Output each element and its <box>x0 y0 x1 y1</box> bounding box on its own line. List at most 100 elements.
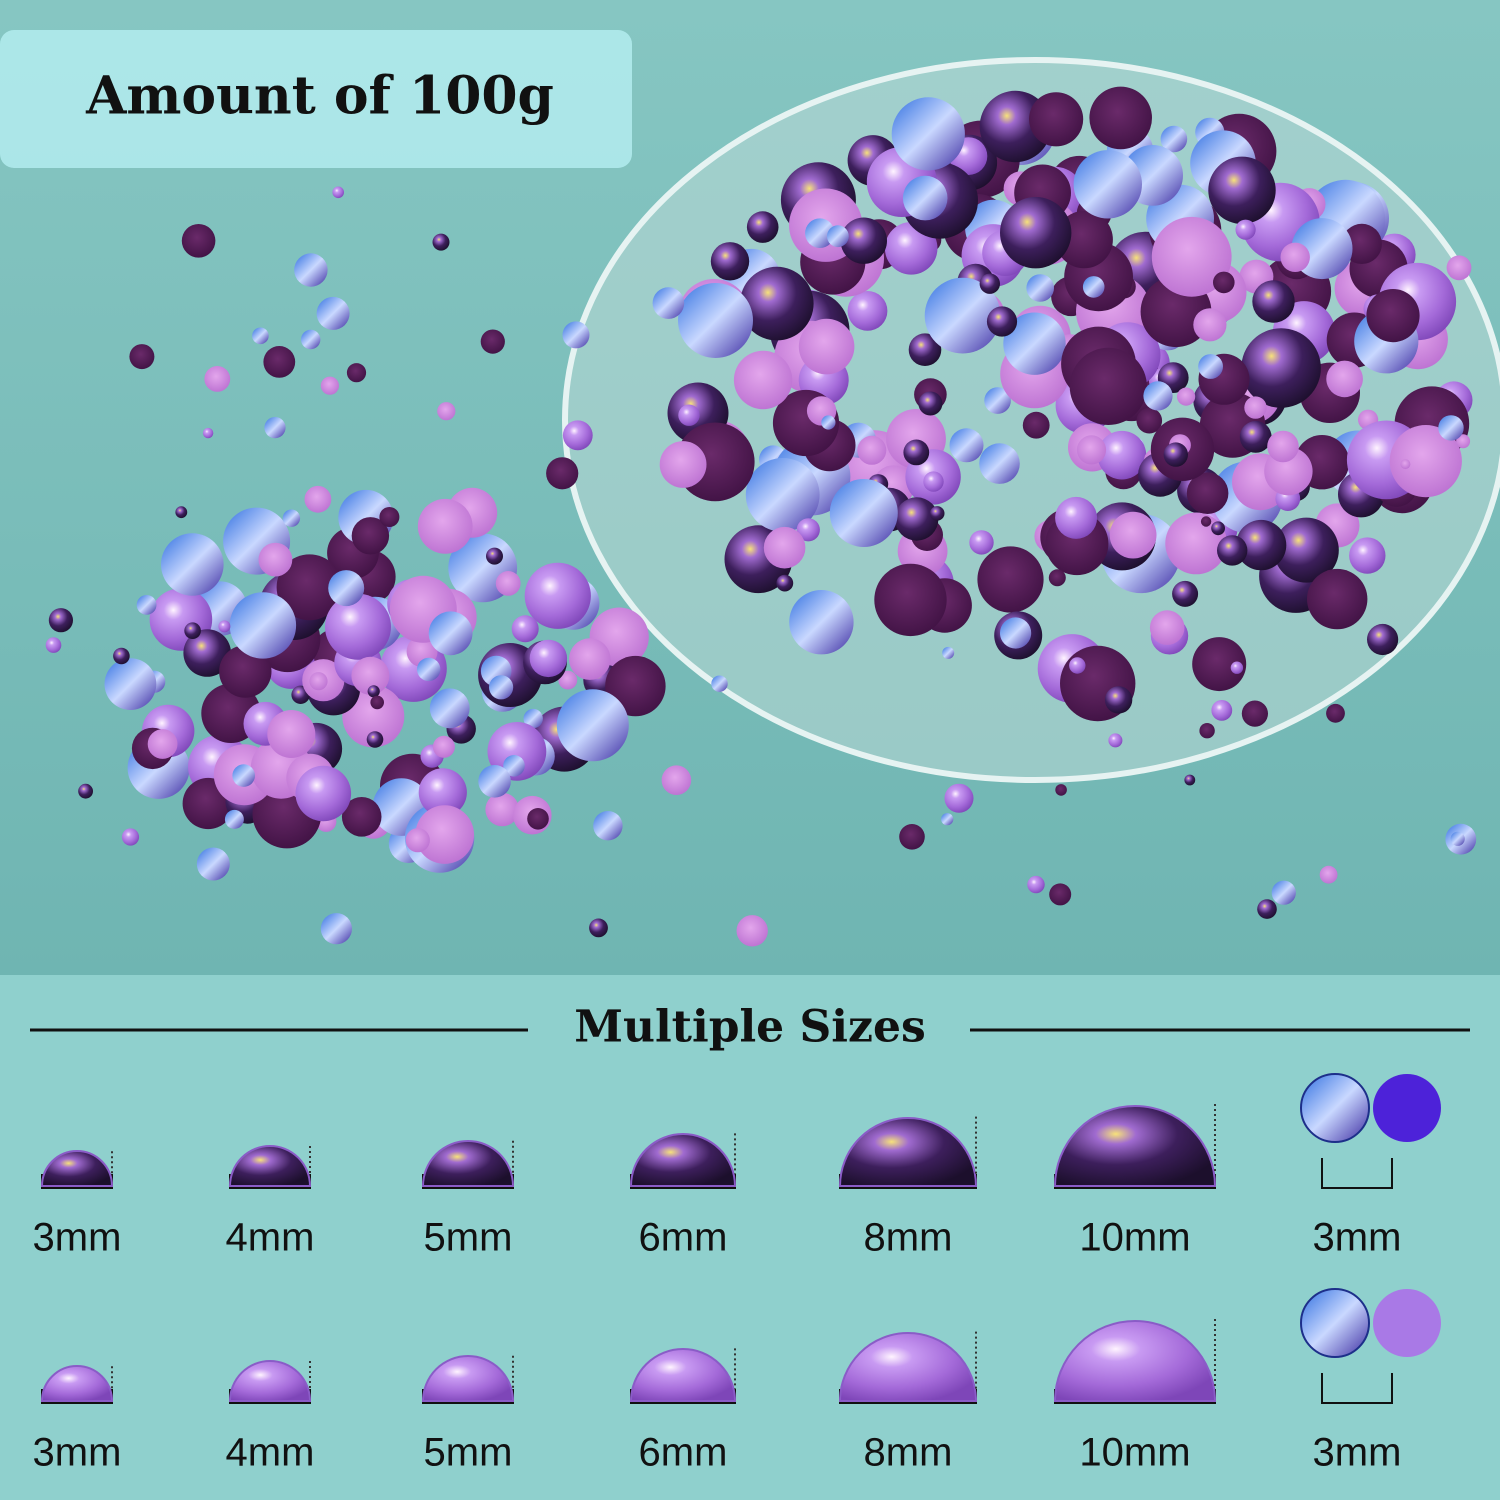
pearl <box>918 391 943 416</box>
size-bracket <box>1321 1158 1393 1189</box>
pearl <box>523 708 543 729</box>
pearl <box>1230 661 1244 674</box>
pearl <box>979 273 1000 294</box>
pearl <box>1307 568 1368 630</box>
size-label: 3mm <box>33 1431 122 1475</box>
pearl <box>346 363 367 383</box>
pearl <box>121 828 140 846</box>
pearl <box>304 485 332 513</box>
pearl-sample <box>629 1133 737 1187</box>
pearl <box>977 546 1044 613</box>
pearl <box>524 562 591 629</box>
pearl <box>1267 430 1299 463</box>
pearl <box>562 420 593 451</box>
pearl <box>1239 421 1272 453</box>
pearl <box>558 670 578 690</box>
pearl-sample <box>421 1355 515 1402</box>
pearl <box>1108 733 1123 748</box>
pearl <box>1177 387 1196 406</box>
size-label: 6mm <box>639 1431 728 1475</box>
pearl <box>218 620 231 633</box>
pearl <box>527 808 549 830</box>
pearl <box>1069 347 1147 425</box>
size-label: 8mm <box>864 1431 953 1475</box>
pearl <box>429 688 470 729</box>
pearl-sample <box>40 1365 114 1402</box>
pearl <box>984 387 1011 414</box>
pearl <box>733 350 793 410</box>
pearl <box>1055 784 1067 796</box>
pearl <box>267 710 316 758</box>
pearl <box>366 731 384 748</box>
pearl <box>891 97 965 171</box>
pearl <box>1184 774 1196 786</box>
pearl <box>999 197 1072 269</box>
pearl <box>232 764 255 787</box>
size-label: 3mm <box>1313 1431 1402 1475</box>
pearl <box>183 629 231 677</box>
pearl <box>1143 381 1173 411</box>
pearl <box>1027 875 1045 894</box>
pearl <box>1367 623 1399 656</box>
pearl <box>840 217 887 264</box>
pearl <box>264 417 286 439</box>
size-label: 3mm <box>1313 1216 1402 1260</box>
pearl <box>1136 407 1163 434</box>
pearl <box>294 253 328 287</box>
pearl <box>678 404 700 426</box>
pearl <box>969 530 994 555</box>
pearl <box>796 518 820 542</box>
pearl <box>1022 411 1050 439</box>
pearl <box>428 611 473 656</box>
size-label: 5mm <box>424 1216 513 1260</box>
pearl <box>740 266 814 341</box>
pearl <box>1211 700 1233 721</box>
pearl <box>1049 883 1072 906</box>
pearl <box>1160 125 1188 153</box>
pearl <box>147 729 178 759</box>
pearl <box>710 242 750 281</box>
pearl <box>316 296 350 330</box>
pearl <box>1076 435 1107 465</box>
pearl <box>417 498 473 554</box>
pearl <box>229 592 297 659</box>
pearl <box>48 608 73 633</box>
flatback-sample <box>1373 1074 1441 1142</box>
pearl <box>1211 521 1225 536</box>
pearl <box>1438 415 1464 441</box>
pearl <box>678 283 753 358</box>
pearl <box>485 792 519 827</box>
pearl <box>320 376 339 395</box>
pearl-sample <box>838 1332 978 1402</box>
pearl <box>202 427 214 439</box>
pearl <box>379 507 400 527</box>
pearl <box>1172 580 1199 607</box>
pearl <box>1389 425 1462 498</box>
pearl <box>1326 360 1363 398</box>
pearl <box>1257 899 1277 919</box>
pearl <box>1097 430 1147 480</box>
pearl <box>986 306 1018 337</box>
pearl <box>929 506 945 521</box>
pearl <box>263 346 296 378</box>
pearl-sample <box>629 1348 737 1402</box>
pearl <box>432 233 450 251</box>
pearl <box>1241 328 1321 408</box>
pearl <box>1235 519 1287 571</box>
pearl <box>857 435 887 465</box>
pearl <box>370 695 385 710</box>
pearl <box>562 321 590 349</box>
pearl <box>224 809 244 829</box>
pearl <box>1163 442 1189 467</box>
pearl <box>204 366 231 392</box>
pearl <box>1026 274 1054 302</box>
pearl <box>184 622 201 639</box>
pearl <box>1029 92 1084 147</box>
pearl <box>417 657 441 682</box>
pearl <box>895 497 939 541</box>
pearl <box>487 722 547 781</box>
section-title: Multiple Sizes <box>574 1002 925 1053</box>
pearl <box>1192 637 1247 692</box>
pearl <box>219 645 272 698</box>
